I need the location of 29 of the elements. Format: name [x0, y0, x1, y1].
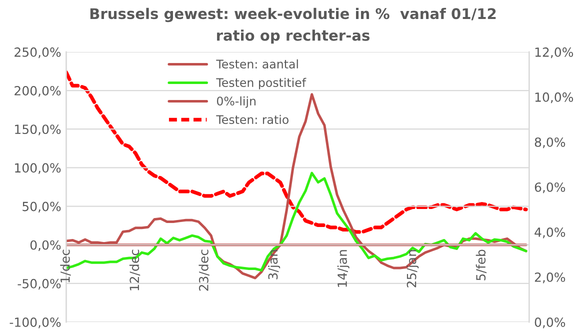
chart-subtitle: ratio op rechter-as — [217, 30, 370, 44]
y2-tick-label: 6,0% — [534, 182, 566, 194]
y2-tick-label: 4,0% — [534, 227, 566, 238]
y2-tick-label: 0,0% — [534, 317, 566, 328]
y2-tick-label: 8,0% — [534, 137, 566, 148]
chart-title: Brussels gewest: week-evolutie in % vanaf 01/12 — [90, 8, 496, 22]
legend-label: Testen: aantal — [216, 59, 298, 69]
y-tick-label: 200,0% — [14, 86, 61, 97]
y-tick-label: 250,0% — [14, 47, 61, 58]
line-series — [66, 70, 528, 234]
x-tick-label: 23/dec — [198, 250, 210, 291]
legend-label: Testen postitief — [216, 78, 306, 90]
y2-tick-label: 2,0% — [534, 272, 566, 284]
y2-tick-label: 10,0% — [535, 92, 574, 104]
y2-tick-label: 12,0% — [535, 47, 574, 58]
y-tick-label: 0,0% — [30, 240, 61, 252]
y-tick-label: -100,0% — [10, 317, 61, 328]
legend-label: 0%-lijn — [216, 96, 256, 108]
y-tick-label: 100,0% — [15, 163, 61, 174]
x-tick-label: 3/jan — [268, 250, 280, 280]
legend-label: Testen: ratio — [216, 114, 288, 124]
y-tick-label: -50,0% — [18, 278, 61, 290]
x-tick-label: 5/feb — [476, 250, 487, 280]
x-tick-label: 12/dec — [129, 250, 140, 290]
x-tick-label: 1/dec — [60, 250, 71, 282]
x-tick-label: 25/jan — [406, 250, 419, 288]
x-tick-label: 14/jan — [337, 250, 350, 287]
y-tick-label: 50,0% — [22, 202, 61, 212]
y-tick-label: 150,0% — [15, 124, 61, 136]
